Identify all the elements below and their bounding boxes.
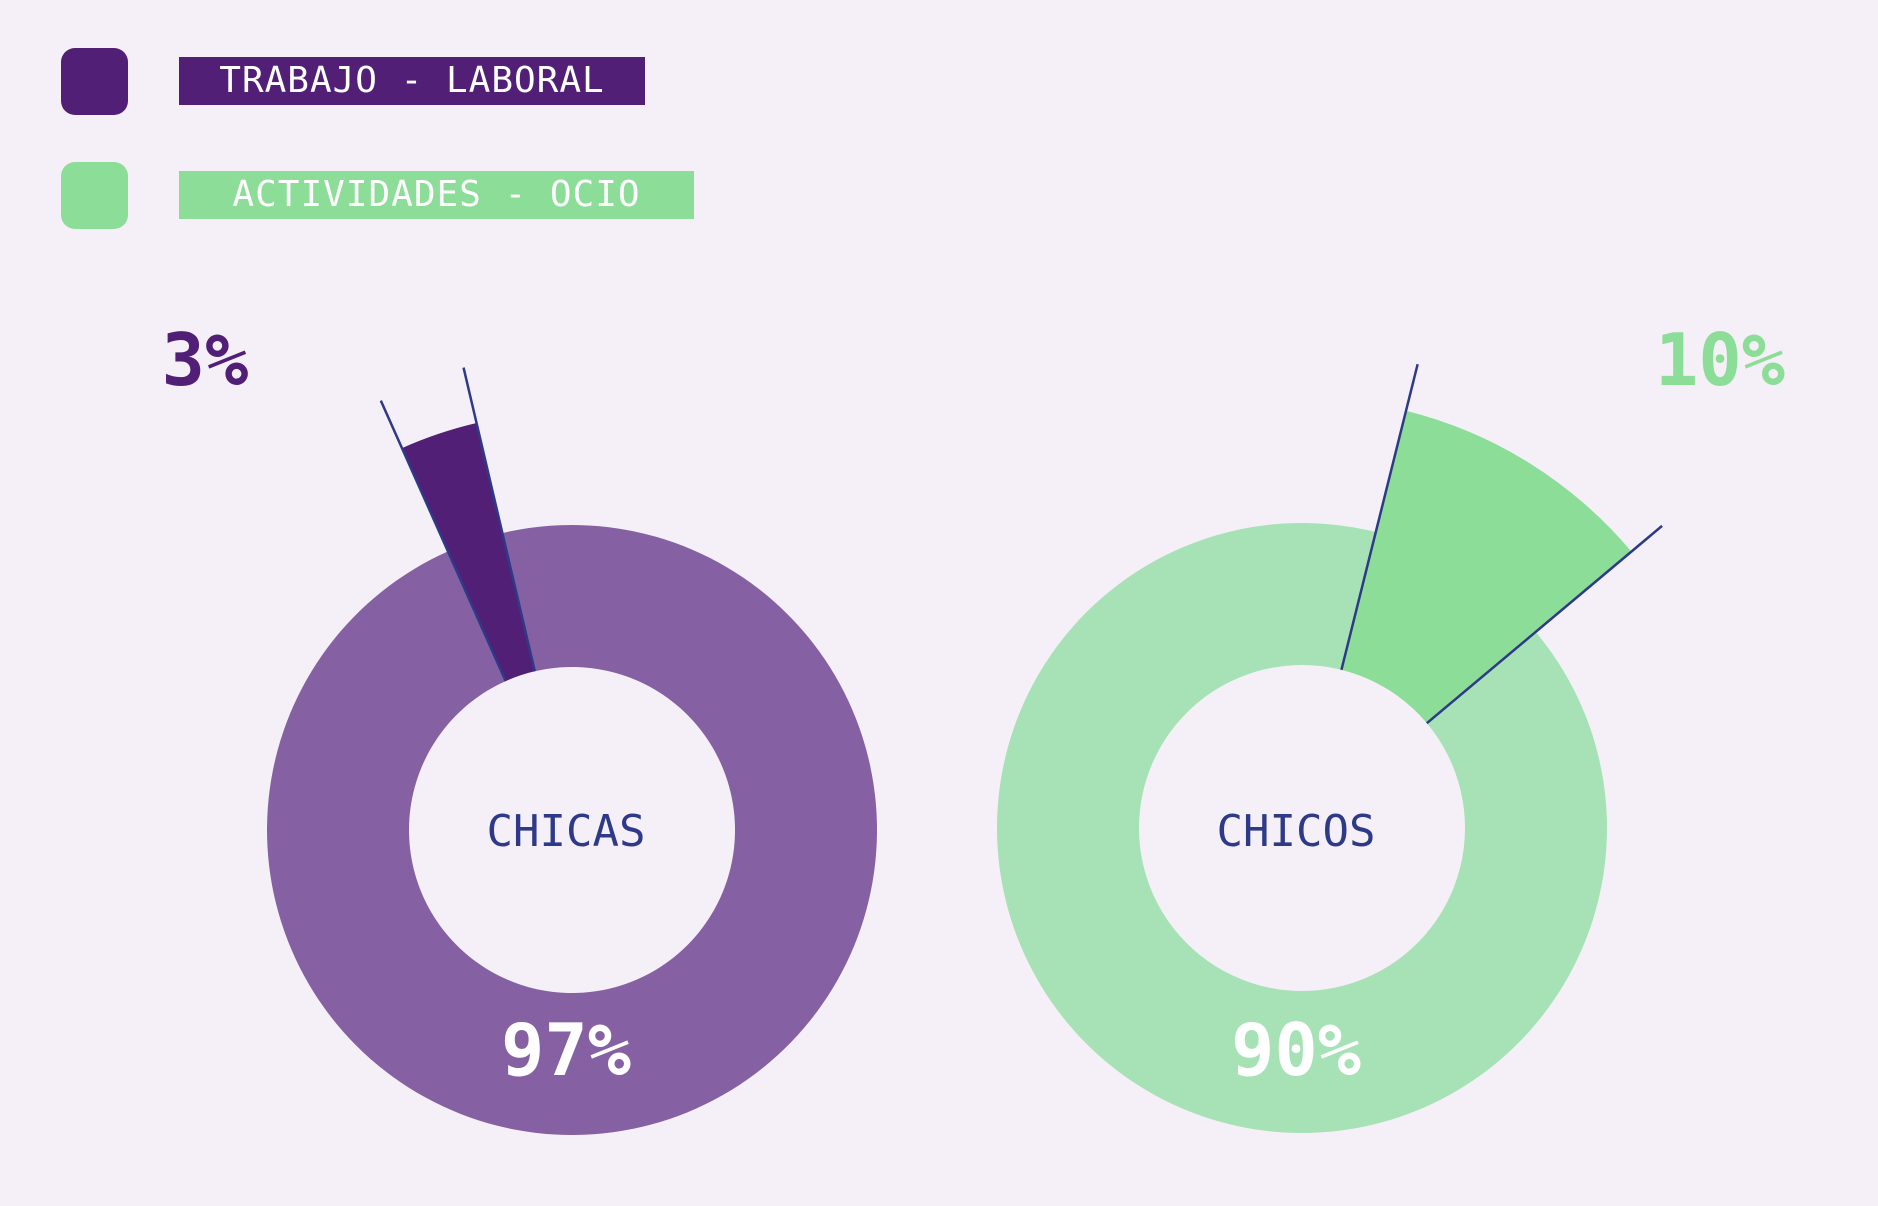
guide-line-chicas-1 bbox=[462, 367, 536, 672]
data-label-chicos-exploded: 10% bbox=[1655, 318, 1785, 402]
slice-chicas-main bbox=[267, 524, 878, 1135]
legend-swatch-trabajo bbox=[61, 48, 128, 115]
slice-chicas-exploded bbox=[401, 423, 535, 682]
data-label-chicas-main: 97% bbox=[501, 1008, 631, 1092]
legend-swatch-actividades bbox=[61, 162, 128, 229]
donut-chicos: CHICOS 10% 90% bbox=[997, 318, 1785, 1133]
donut-chicas: CHICAS 3% 97% bbox=[162, 318, 878, 1135]
legend-label-actividades: ACTIVIDADES - OCIO bbox=[179, 171, 694, 219]
guide-line-chicos-0 bbox=[1340, 363, 1419, 671]
data-label-chicas-exploded: 3% bbox=[162, 318, 249, 402]
center-label-chicas: CHICAS bbox=[487, 806, 646, 857]
slice-chicos-exploded bbox=[1341, 410, 1632, 724]
center-label-chicos: CHICOS bbox=[1217, 806, 1376, 857]
slice-chicos-main bbox=[997, 523, 1607, 1133]
guide-line-chicos-1 bbox=[1426, 524, 1663, 725]
legend-label-trabajo: TRABAJO - LABORAL bbox=[179, 57, 645, 105]
guide-line-chicas-0 bbox=[379, 400, 507, 682]
data-label-chicos-main: 90% bbox=[1231, 1008, 1361, 1092]
